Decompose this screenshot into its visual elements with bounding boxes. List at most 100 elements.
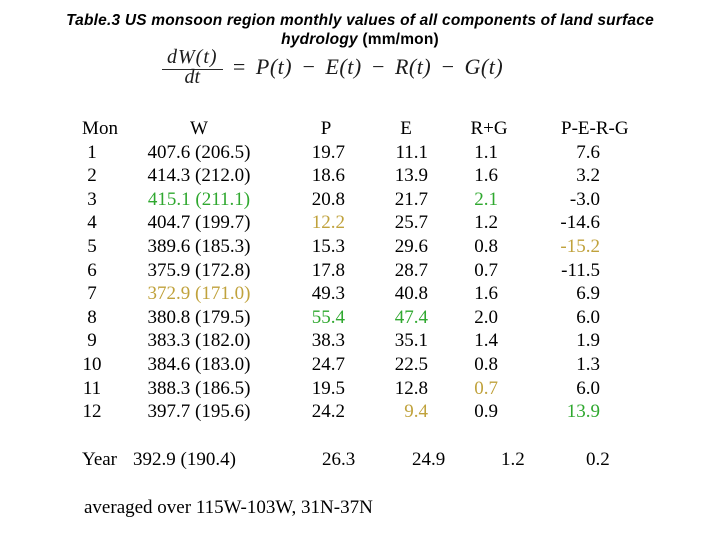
slide-title-line2: hydrology (mm/mon): [0, 30, 720, 49]
column-header: Mon: [82, 118, 118, 139]
value-cell: 12.2: [311, 212, 345, 234]
column-header: E: [400, 118, 412, 139]
month-cell: 12: [82, 401, 102, 423]
table-row: 11 388.3 (186.5) 19.5 12.8 0.7 6.0: [75, 377, 600, 401]
value-cell: 38.3: [311, 330, 345, 352]
month-cell: 7: [87, 283, 97, 305]
value-cell: 0.7: [474, 377, 498, 399]
water-balance-equation: dW(t) dt = P(t) − E(t) − R(t) − G(t): [162, 46, 504, 87]
equation-fraction: dW(t) dt: [162, 46, 223, 87]
value-cell: 2.1: [474, 188, 498, 210]
value-cell: 29.6: [394, 235, 428, 257]
value-cell: 6.0: [576, 306, 600, 328]
value-cell: 1.6: [474, 165, 498, 187]
value-cell: 1.2: [474, 212, 498, 234]
value-cell: 9.4: [404, 401, 428, 423]
value-cell: 20.8: [311, 188, 345, 210]
year-value-cell: 1.2: [501, 449, 525, 470]
value-cell: 1.3: [576, 353, 600, 375]
slide-title-unit: (mm/mon): [362, 31, 439, 48]
value-cell: 35.1: [394, 330, 428, 352]
month-cell: 6: [87, 259, 97, 281]
year-label: Year: [82, 449, 118, 470]
table-row: 4 404.7 (199.7) 12.2 25.7 1.2 -14.6: [75, 211, 600, 235]
value-cell: 11.1: [395, 141, 428, 163]
table-row: 8 380.8 (179.5) 55.4 47.4 2.0 6.0: [75, 306, 600, 330]
table-row: 7 372.9 (171.0) 49.3 40.8 1.6 6.9: [75, 282, 600, 306]
value-cell: 22.5: [394, 353, 428, 375]
value-cell: 13.9: [566, 401, 600, 423]
table-row: 9 383.3 (182.0) 38.3 35.1 1.4 1.9: [75, 329, 600, 353]
value-cell: 407.6 (206.5): [147, 141, 251, 163]
value-cell: 18.6: [311, 165, 345, 187]
month-cell: 4: [87, 212, 97, 234]
month-cell: 2: [87, 165, 97, 187]
table-row: 5 389.6 (185.3) 15.3 29.6 0.8 -15.2: [75, 235, 600, 259]
value-cell: 380.8 (179.5): [147, 306, 251, 328]
column-header: W: [190, 118, 208, 139]
column-header: P-E-R-G: [561, 118, 629, 139]
year-value-cell: 392.9 (190.4): [133, 449, 236, 470]
value-cell: 1.6: [474, 283, 498, 305]
month-cell: 5: [87, 235, 97, 257]
value-cell: 0.9: [474, 401, 498, 423]
value-cell: 15.3: [311, 235, 345, 257]
value-cell: 6.9: [576, 283, 600, 305]
value-cell: 55.4: [311, 306, 345, 328]
equation-numerator: dW(t): [162, 46, 223, 70]
table-row: 2 414.3 (212.0) 18.6 13.9 1.6 3.2: [75, 164, 600, 188]
value-cell: 12.8: [394, 377, 428, 399]
value-cell: 383.3 (182.0): [147, 330, 251, 352]
value-cell: -15.2: [560, 235, 600, 257]
column-header: P: [320, 118, 332, 139]
value-cell: 388.3 (186.5): [147, 377, 251, 399]
value-cell: 17.8: [311, 259, 345, 281]
value-cell: 0.8: [474, 353, 498, 375]
column-header: R+G: [470, 118, 508, 139]
value-cell: 19.7: [311, 141, 345, 163]
value-cell: 2.0: [474, 306, 498, 328]
slide-title-line1: Table.3 US monsoon region monthly values…: [66, 12, 654, 29]
value-cell: 19.5: [311, 377, 345, 399]
table-row: 3 415.1 (211.1) 20.8 21.7 2.1 -3.0: [75, 188, 600, 212]
value-cell: 0.7: [474, 259, 498, 281]
value-cell: 24.2: [311, 401, 345, 423]
value-cell: 40.8: [394, 283, 428, 305]
value-cell: 1.9: [576, 330, 600, 352]
month-cell: 9: [87, 330, 97, 352]
month-cell: 11: [82, 377, 102, 399]
table-row: 6 375.9 (172.8) 17.8 28.7 0.7 -11.5: [75, 259, 600, 283]
year-value-cell: 26.3: [322, 449, 356, 470]
value-cell: -11.5: [561, 259, 600, 281]
value-cell: 375.9 (172.8): [147, 259, 251, 281]
month-cell: 10: [82, 353, 102, 375]
value-cell: 24.7: [311, 353, 345, 375]
table-row: 12 397.7 (195.6) 24.2 9.4 0.9 13.9: [75, 400, 601, 424]
year-value-cell: 0.2: [586, 449, 610, 470]
equation-rhs: = P(t) − E(t) − R(t) − G(t): [231, 54, 504, 79]
value-cell: 6.0: [576, 377, 600, 399]
table-row: 1 407.6 (206.5) 19.7 11.1 1.1 7.6: [75, 141, 600, 165]
value-cell: 415.1 (211.1): [147, 188, 251, 210]
year-row: Year 392.9 (190.4) 26.3 24.9 1.2 0.2: [0, 448, 720, 472]
month-cell: 1: [87, 141, 97, 163]
monthly-table: Mon W P E R+G P-E-R-G 1 407.6 (206.5) 19.7 11.1 1.…: [75, 117, 629, 424]
value-cell: 384.6 (183.0): [147, 353, 251, 375]
value-cell: 404.7 (199.7): [147, 212, 251, 234]
value-cell: 25.7: [394, 212, 428, 234]
table-row: 10 384.6 (183.0) 24.7 22.5 0.8 1.3: [75, 353, 601, 377]
value-cell: 7.6: [576, 141, 600, 163]
value-cell: -14.6: [560, 212, 600, 234]
value-cell: 28.7: [394, 259, 428, 281]
value-cell: 13.9: [394, 165, 428, 187]
month-cell: 8: [87, 306, 97, 328]
table-header-row: Mon W P E R+G P-E-R-G: [75, 117, 629, 141]
value-cell: 414.3 (212.0): [147, 165, 251, 187]
value-cell: 372.9 (171.0): [147, 283, 251, 305]
value-cell: 49.3: [311, 283, 345, 305]
value-cell: 21.7: [394, 188, 428, 210]
year-value-cell: 24.9: [412, 449, 446, 470]
value-cell: 0.8: [474, 235, 498, 257]
value-cell: 3.2: [576, 165, 600, 187]
